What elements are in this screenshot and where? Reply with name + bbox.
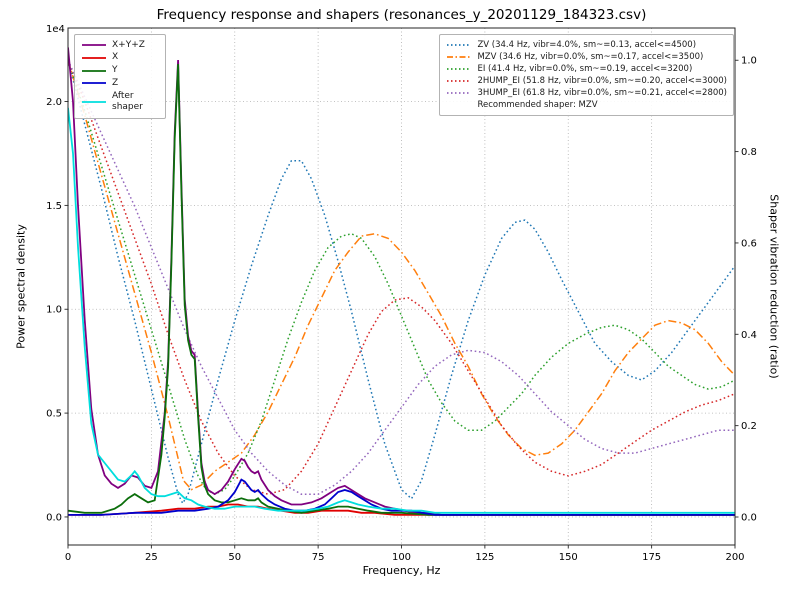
- legend-item-ei: EI (41.4 Hz, vibr=0.0%, sm~=0.19, accel<…: [446, 64, 727, 75]
- y-right-tick-label: 0.6: [741, 238, 757, 249]
- legend-line-sample-after_shaper: [82, 100, 106, 103]
- y-right-tick-label: 1.0: [741, 56, 757, 67]
- x-tick-label: 50: [228, 552, 241, 563]
- chart-title: Frequency response and shapers (resonanc…: [156, 7, 647, 23]
- x-tick-label: 200: [725, 552, 744, 563]
- psd-curve-after_shaper: [68, 107, 735, 514]
- legend-line-sample-x: [82, 57, 106, 59]
- y-right-tick-label: 0.0: [741, 513, 757, 524]
- legend-line-sample-2hump_ei: [447, 80, 472, 83]
- y-left-tick-label: 1.5: [46, 201, 62, 212]
- legend-item-after_shaper: After shaper: [81, 91, 159, 114]
- legend-label: X+Y+Z: [112, 39, 145, 50]
- x-axis-label: Frequency, Hz: [362, 564, 441, 577]
- legend-item-y: Y: [81, 65, 159, 76]
- x-tick-label: 100: [392, 552, 411, 563]
- shaper-curve-zv: [68, 60, 735, 505]
- y-axis-right-label: Shaper vibration reduction (ratio): [767, 194, 781, 379]
- legend-label: Y: [112, 65, 118, 75]
- y-left-tick-label: 2.0: [46, 97, 62, 108]
- legend-line-sample-mzv: [447, 56, 472, 58]
- shaper-curve-3hump_ei: [68, 59, 735, 495]
- legend-item-zv: ZV (34.4 Hz, vibr=4.0%, sm~=0.13, accel<…: [446, 40, 727, 51]
- shaper-legend: ZV (34.4 Hz, vibr=4.0%, sm~=0.13, accel<…: [439, 34, 734, 117]
- x-tick-label: 175: [642, 552, 661, 563]
- y-right-tick-label: 0.4: [741, 330, 757, 341]
- psd-curve-xyz: [68, 47, 735, 516]
- legend-label: EI (41.4 Hz, vibr=0.0%, sm~=0.19, accel<…: [477, 63, 693, 74]
- x-tick-label: 125: [475, 552, 494, 563]
- x-tick-label: 150: [559, 552, 578, 563]
- legend-line-sample-y: [82, 69, 106, 72]
- legend-item-mzv: MZV (34.6 Hz, vibr=0.0%, sm~=0.17, accel…: [446, 52, 727, 63]
- legend-label: X: [112, 52, 119, 63]
- legend-line-sample-xyz: [82, 44, 106, 46]
- legend-label: 2HUMP_EI (51.8 Hz, vibr=0.0%, sm~=0.20, …: [477, 75, 727, 86]
- psd-curve-z: [68, 478, 735, 516]
- legend-line-sample-z: [82, 82, 106, 85]
- y-left-tick-label: 1.0: [46, 305, 62, 316]
- legend-item-z: Z: [81, 78, 159, 89]
- legend-label: MZV (34.6 Hz, vibr=0.0%, sm~=0.17, accel…: [477, 51, 704, 62]
- legend-item-xyz: X+Y+Z: [81, 40, 159, 51]
- legend-item-3hump_ei: 3HUMP_EI (61.8 Hz, vibr=0.0%, sm~=0.21, …: [446, 88, 727, 99]
- shaper-curve-mzv: [68, 59, 735, 491]
- legend-line-sample-ei: [447, 68, 472, 70]
- x-tick-label: 75: [312, 552, 325, 563]
- legend-label: Z: [112, 77, 119, 88]
- shaper-curve-ei: [68, 59, 735, 496]
- y-right-tick-label: 0.2: [741, 421, 757, 432]
- y-axis-left-label: Power spectral density: [14, 224, 28, 349]
- x-tick-label: 0: [65, 552, 71, 563]
- legend-label: ZV (34.4 Hz, vibr=4.0%, sm~=0.13, accel<…: [477, 39, 697, 50]
- legend-line-sample-3hump_ei: [447, 92, 472, 95]
- legend-item-x: X: [81, 52, 159, 63]
- psd-legend: X+Y+Z X Y Z After shaper: [74, 34, 166, 119]
- shaper-curve-2hump_ei: [68, 59, 735, 495]
- y-axis-offset-text: 1e4: [46, 24, 65, 35]
- psd-curve-y: [68, 64, 735, 516]
- y-left-tick-label: 0.5: [46, 409, 62, 420]
- legend-label: After shaper: [112, 90, 143, 112]
- x-tick-label: 25: [145, 552, 158, 563]
- y-left-tick-label: 0.0: [46, 512, 62, 523]
- recommended-shaper-note: Recommended shaper: MZV: [477, 100, 598, 111]
- y-right-tick-label: 0.8: [741, 147, 757, 158]
- legend-label: 3HUMP_EI (61.8 Hz, vibr=0.0%, sm~=0.21, …: [477, 88, 727, 98]
- legend-item-2hump_ei: 2HUMP_EI (51.8 Hz, vibr=0.0%, sm~=0.20, …: [446, 76, 727, 87]
- legend-line-sample-zv: [447, 43, 472, 46]
